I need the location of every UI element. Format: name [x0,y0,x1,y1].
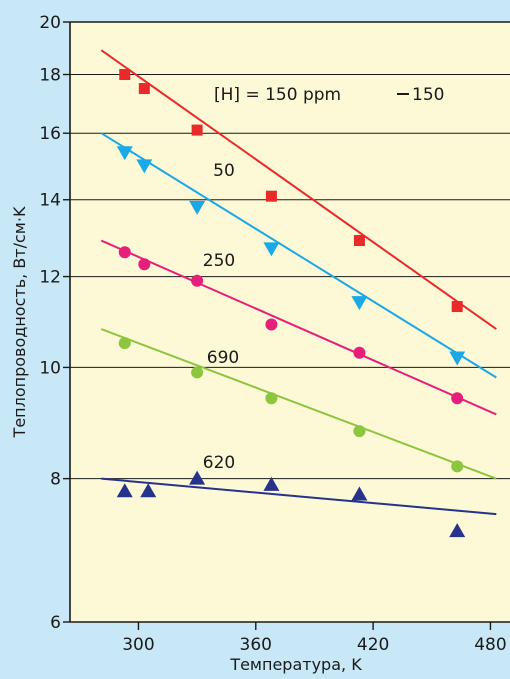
y-tick-label-10: 10 [39,358,61,378]
point-620-3 [263,476,280,491]
point-620-1 [140,483,157,498]
y-tick-label-8: 8 [50,470,61,490]
x-ticks: 300 360 420 480 [122,622,507,655]
point-150-4 [353,235,365,247]
fit-lines [100,49,497,516]
fit-line-690 [100,328,497,480]
point-620-2 [189,470,206,485]
point-150-2 [191,124,203,136]
x-tick-label-480: 480 [474,635,506,655]
point-250-4 [353,346,366,359]
y-tick-label-20: 20 [39,13,61,33]
plot-area [70,22,510,622]
series-labels: 150 50 250 690 620 [203,85,445,473]
point-690-3 [353,425,366,438]
point-620-0 [116,483,133,498]
point-50-1 [136,159,153,174]
point-50-2 [189,200,206,215]
x-tick-label-420: 420 [357,635,389,655]
fit-line-50 [100,132,497,379]
x-tick-label-360: 360 [240,635,272,655]
x-tick-label-300: 300 [122,635,154,655]
series-label-150: 150 [412,85,444,105]
point-620-5 [449,523,466,538]
point-150-3 [265,190,277,202]
series-label-690: 690 [207,348,239,368]
point-50-4 [351,296,368,311]
point-50-3 [263,242,280,257]
series-label-620: 620 [203,453,235,473]
point-690-1 [191,366,204,379]
y-tick-label-16: 16 [39,124,61,144]
point-690-0 [118,337,131,350]
point-250-1 [138,258,151,271]
y-tick-label-18: 18 [39,66,61,86]
point-50-5 [449,351,466,366]
point-50-0 [116,146,133,161]
y-tick-label-14: 14 [39,191,61,211]
y-ticks: 6 8 10 12 14 16 18 20 [39,13,70,633]
point-250-2 [191,274,204,287]
point-620-4 [351,486,368,501]
point-250-0 [118,246,131,259]
fit-line-250 [100,239,497,416]
point-150-0 [119,69,131,81]
fit-line-150 [100,49,497,330]
series-label-250: 250 [203,251,235,271]
point-250-5 [451,392,464,405]
point-690-4 [451,460,464,473]
point-690-2 [265,392,278,405]
y-tick-label-12: 12 [39,268,61,288]
grid-lines [70,74,510,480]
point-150-1 [138,83,150,95]
fit-line-620 [101,477,497,516]
y-axis-title: Теплопроводность, Вт/см·K [10,206,29,438]
annotation-text: [H] = 150 ppm [214,85,341,105]
y-tick-label-6: 6 [50,613,61,633]
point-250-3 [265,318,278,331]
data-markers [116,69,466,538]
x-axis-title: Температура, K [229,655,362,674]
point-150-5 [451,301,463,313]
series-label-50: 50 [213,161,235,181]
